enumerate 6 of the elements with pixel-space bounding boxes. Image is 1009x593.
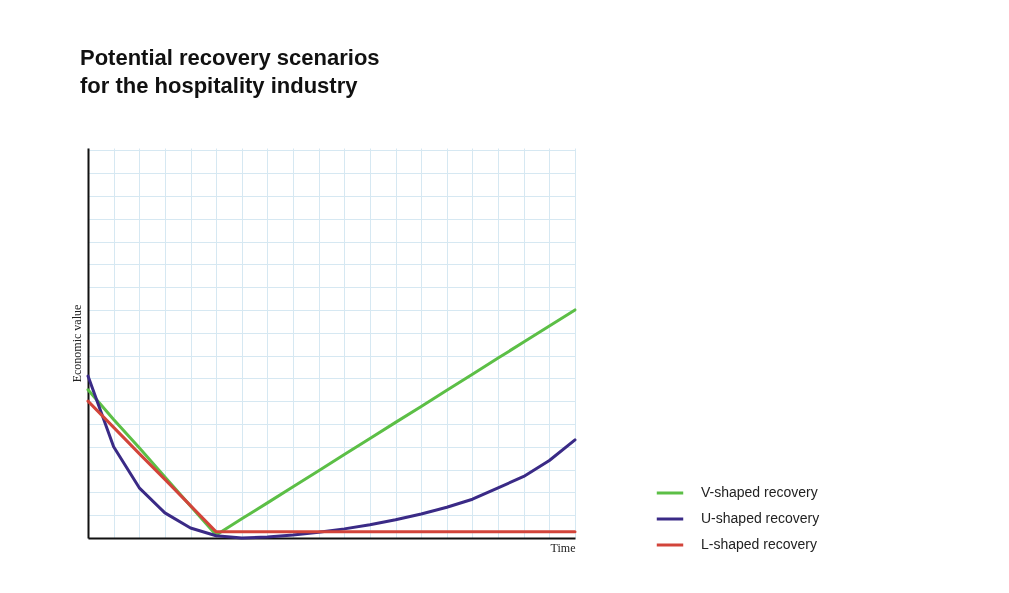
y-axis-title: Economic value: [69, 304, 84, 383]
legend-label: V-shaped recovery: [701, 484, 818, 500]
legend-label: L-shaped recovery: [701, 536, 817, 552]
legend-label: U-shaped recovery: [701, 510, 820, 526]
x-axis-title: Time: [550, 540, 576, 555]
chart-title: Potential recovery scenarios for the hospitality industry: [80, 45, 380, 98]
